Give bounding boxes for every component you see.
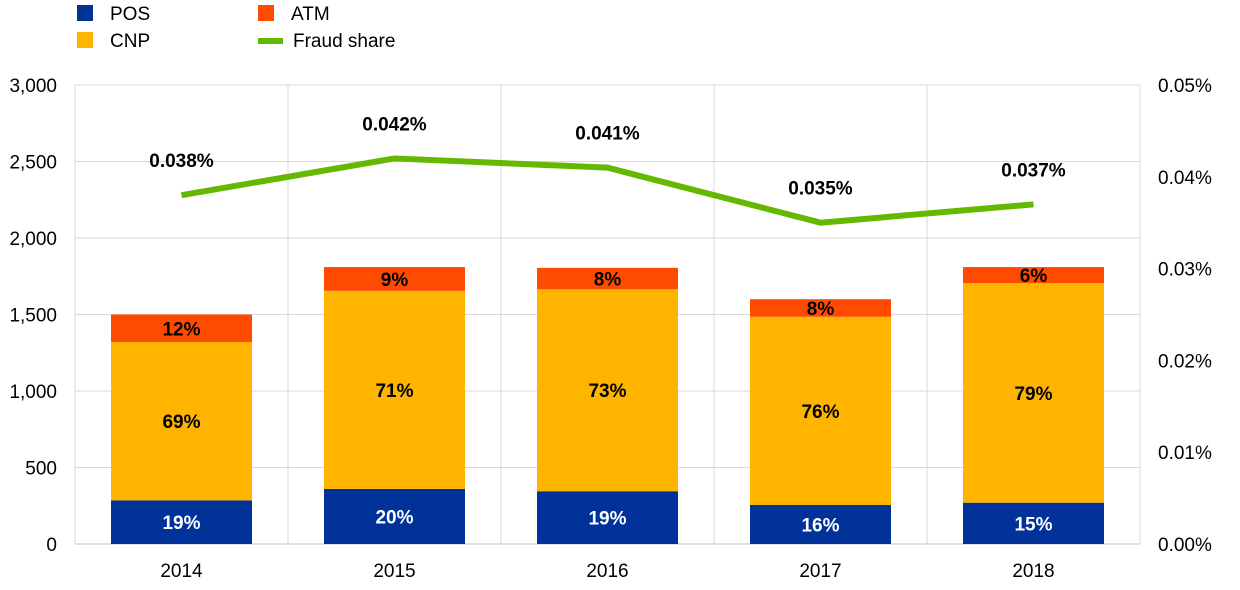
bar-atm [963, 267, 1104, 284]
bar-label: 73% [588, 381, 626, 402]
bar-label: 15% [1014, 514, 1052, 535]
bar-pos [750, 504, 891, 544]
bar-pos [324, 488, 465, 544]
line-label: 0.041% [575, 124, 640, 145]
legend-label: ATM [291, 4, 330, 25]
bar-cnp [963, 283, 1104, 503]
y-tick-label: 500 [25, 459, 57, 480]
y-tick-label: 0 [46, 535, 57, 556]
x-tick-label: 2014 [160, 561, 203, 582]
bar-label: 19% [162, 513, 200, 534]
y2-tick-label: 0.02% [1158, 351, 1212, 372]
bar-pos [111, 500, 252, 544]
bar-atm [324, 267, 465, 291]
bar-cnp [111, 342, 252, 501]
bar-cnp [750, 316, 891, 505]
fraud-share-line [180, 155, 1034, 226]
bar-label: 16% [801, 515, 839, 536]
bar-pos [537, 491, 678, 544]
line-label: 0.037% [1001, 160, 1066, 181]
bar-pos [963, 502, 1104, 544]
line-label: 0.035% [788, 179, 853, 200]
bar-atm [537, 267, 678, 290]
bar-label: 20% [375, 507, 413, 528]
legend-label: Fraud share [293, 31, 395, 52]
bar-label: 6% [1020, 266, 1048, 287]
bar-cnp [537, 289, 678, 492]
bar-label: 76% [801, 402, 839, 423]
legend-swatch-pos [77, 5, 93, 21]
bar-atm [750, 299, 891, 317]
y-tick-label: 2,500 [9, 153, 57, 174]
x-tick-label: 2015 [373, 561, 415, 582]
y-tick-label: 2,000 [9, 229, 57, 250]
bar-cnp [324, 290, 465, 489]
y2-tick-label: 0.04% [1158, 168, 1212, 189]
legend-label: POS [110, 4, 150, 25]
y2-tick-label: 0.01% [1158, 443, 1212, 464]
y-tick-label: 1,000 [9, 382, 57, 403]
x-tick-label: 2018 [1012, 561, 1054, 582]
y2-tick-label: 0.00% [1158, 535, 1212, 556]
y2-tick-label: 0.03% [1158, 260, 1212, 281]
legend-swatch-atm [258, 5, 274, 21]
bar-atm [111, 314, 252, 343]
y-tick-label: 1,500 [9, 306, 57, 327]
bar-label: 12% [162, 319, 200, 340]
bar-label: 8% [807, 299, 835, 320]
bar-label: 71% [375, 381, 413, 402]
bar-label: 19% [588, 509, 626, 530]
line-label: 0.042% [362, 114, 427, 135]
y2-tick-label: 0.05% [1158, 76, 1212, 97]
x-tick-label: 2017 [799, 561, 841, 582]
x-tick-label: 2016 [586, 561, 628, 582]
legend-label: CNP [110, 31, 150, 52]
y-tick-label: 3,000 [9, 76, 57, 97]
legend-swatch-cnp [77, 32, 93, 48]
bar-label: 79% [1014, 384, 1052, 405]
line-label: 0.038% [149, 151, 214, 172]
bar-label: 9% [381, 270, 409, 291]
bar-label: 69% [162, 412, 200, 433]
bar-label: 8% [594, 270, 622, 291]
